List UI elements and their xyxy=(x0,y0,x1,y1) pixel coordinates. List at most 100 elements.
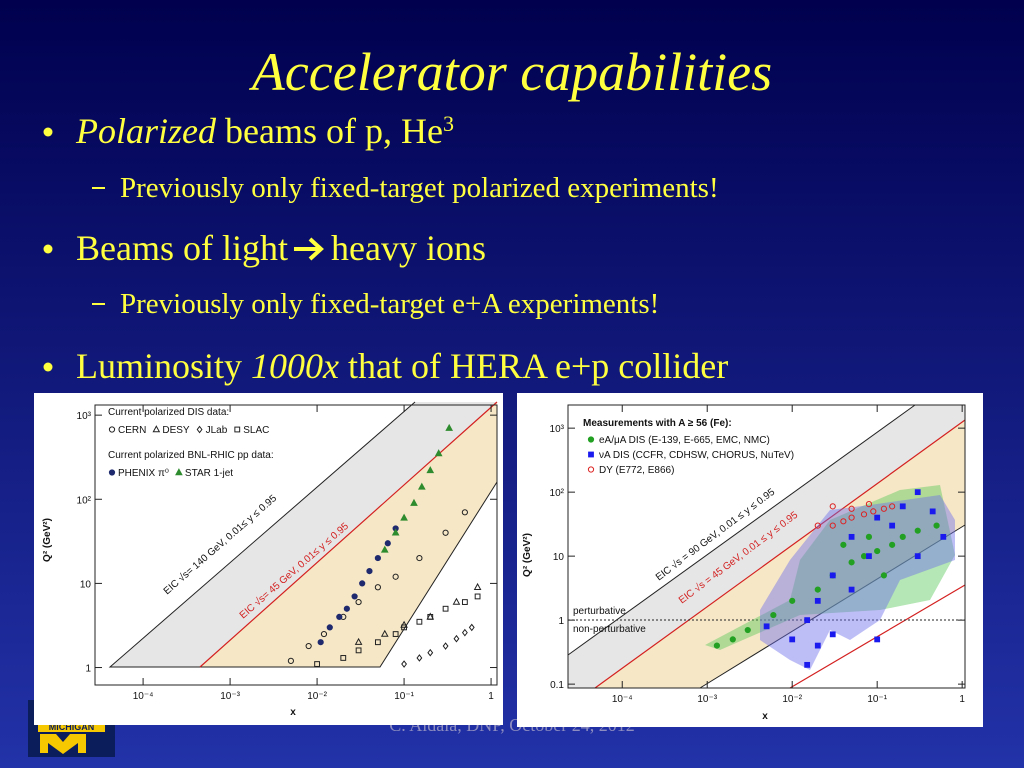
boundary-line xyxy=(199,401,498,668)
data-point xyxy=(416,618,423,625)
data-point xyxy=(840,518,847,525)
data-point xyxy=(814,522,821,529)
data-point xyxy=(196,425,203,434)
data-point xyxy=(355,598,362,606)
legend-title: Measurements with A ≥ 56 (Fe): xyxy=(583,418,732,429)
logo-text: MICHIGAN xyxy=(49,722,95,732)
data-point xyxy=(789,597,796,604)
data-point xyxy=(899,503,906,510)
y-tick-label: 10² xyxy=(550,488,565,499)
bullet-part: Luminosity xyxy=(76,346,251,386)
data-point xyxy=(914,553,921,560)
data-point xyxy=(452,597,461,605)
data-point xyxy=(461,509,468,516)
y-tick-label: 0.1 xyxy=(550,680,564,691)
legend-label: DY (E772, E866) xyxy=(599,465,674,476)
y-tick-label: 10³ xyxy=(77,411,92,422)
data-point xyxy=(874,547,881,555)
bullet-part: heavy ions xyxy=(331,228,486,268)
bullet-text: Luminosity 1000x that of HERA e+p collid… xyxy=(76,346,728,386)
x-axis-label: x xyxy=(290,707,296,718)
data-point xyxy=(473,582,482,590)
data-point xyxy=(744,626,751,634)
data-point xyxy=(427,613,434,620)
plot-frame xyxy=(94,404,498,686)
data-point xyxy=(401,624,407,631)
annotation: non-perturbative xyxy=(573,624,646,635)
y-axis-label: Q² (GeV²) xyxy=(522,533,533,577)
data-point xyxy=(860,511,868,518)
data-point xyxy=(380,545,389,553)
arrow xyxy=(293,237,324,261)
boundary-line xyxy=(108,401,498,668)
data-point xyxy=(468,623,475,632)
data-point xyxy=(804,661,811,668)
kinematic-band xyxy=(568,405,965,688)
legend-label: νA DIS (CCFR, CDHSW, CHORUS, NuTeV) xyxy=(599,450,794,461)
data-point xyxy=(880,505,888,512)
data-point xyxy=(848,505,855,512)
data-point xyxy=(874,636,881,643)
boundary-line xyxy=(594,419,966,689)
data-point xyxy=(340,655,347,661)
data-point xyxy=(840,541,847,548)
data-point xyxy=(427,648,434,657)
legend-title: Current polarized BNL-RHIC pp data: xyxy=(108,450,274,461)
data-point xyxy=(829,522,836,529)
kinematic-band xyxy=(110,402,497,667)
bullet-text: Polarized beams of p, He3 xyxy=(75,111,454,152)
data-point xyxy=(359,580,366,587)
data-point xyxy=(889,522,896,529)
data-point xyxy=(814,597,821,604)
data-point xyxy=(392,573,399,580)
data-point xyxy=(380,629,389,637)
data-point xyxy=(434,449,443,457)
y-tick-label: 10 xyxy=(80,579,92,590)
legend-label: eA/μA DIS (E-139, E-665, EMC, NMC) xyxy=(599,435,770,446)
data-point xyxy=(317,639,324,646)
data-point xyxy=(175,468,183,476)
sub-dash xyxy=(92,303,105,305)
data-point xyxy=(889,503,896,510)
bullet-text: Beams of light heavy ions xyxy=(76,228,486,268)
logo-band xyxy=(38,721,105,732)
legend-label: PHENIX π⁰ xyxy=(118,468,169,479)
data-point xyxy=(442,605,449,612)
data-point xyxy=(870,508,877,515)
data-point xyxy=(108,469,116,476)
y-tick-label: 1 xyxy=(85,664,91,675)
data-point xyxy=(326,624,333,631)
data-point xyxy=(355,647,362,654)
bullet-dot xyxy=(43,127,53,137)
data-point xyxy=(416,654,423,662)
sub-bullet-text: Previously only fixed-target polarized e… xyxy=(120,172,719,204)
x-tick-label: 10⁻² xyxy=(307,691,327,702)
x-tick-label: 10⁻⁴ xyxy=(133,691,154,702)
data-point xyxy=(374,639,381,646)
data-point xyxy=(314,661,320,667)
data-point xyxy=(874,514,881,521)
data-point xyxy=(426,466,435,474)
data-point xyxy=(351,593,358,600)
data-point xyxy=(940,533,947,540)
data-point xyxy=(442,529,449,536)
annotation: perturbative xyxy=(573,606,626,617)
bullet-part: that of HERA e+p collider xyxy=(339,346,728,386)
data-point xyxy=(713,642,721,649)
data-point xyxy=(384,540,391,547)
sub-dash xyxy=(92,187,105,189)
data-point xyxy=(401,660,408,668)
data-point xyxy=(770,611,777,619)
bullet-dot xyxy=(43,362,53,372)
logo-m xyxy=(40,734,86,754)
data-point xyxy=(474,593,481,600)
data-point xyxy=(880,572,888,579)
data-point xyxy=(445,423,454,431)
data-point xyxy=(829,572,836,579)
data-point xyxy=(400,620,408,628)
boundary-line xyxy=(699,524,966,689)
x-tick-label: 10⁻⁴ xyxy=(612,694,633,705)
legend-label: DESY xyxy=(162,425,190,436)
data-point xyxy=(587,466,595,473)
